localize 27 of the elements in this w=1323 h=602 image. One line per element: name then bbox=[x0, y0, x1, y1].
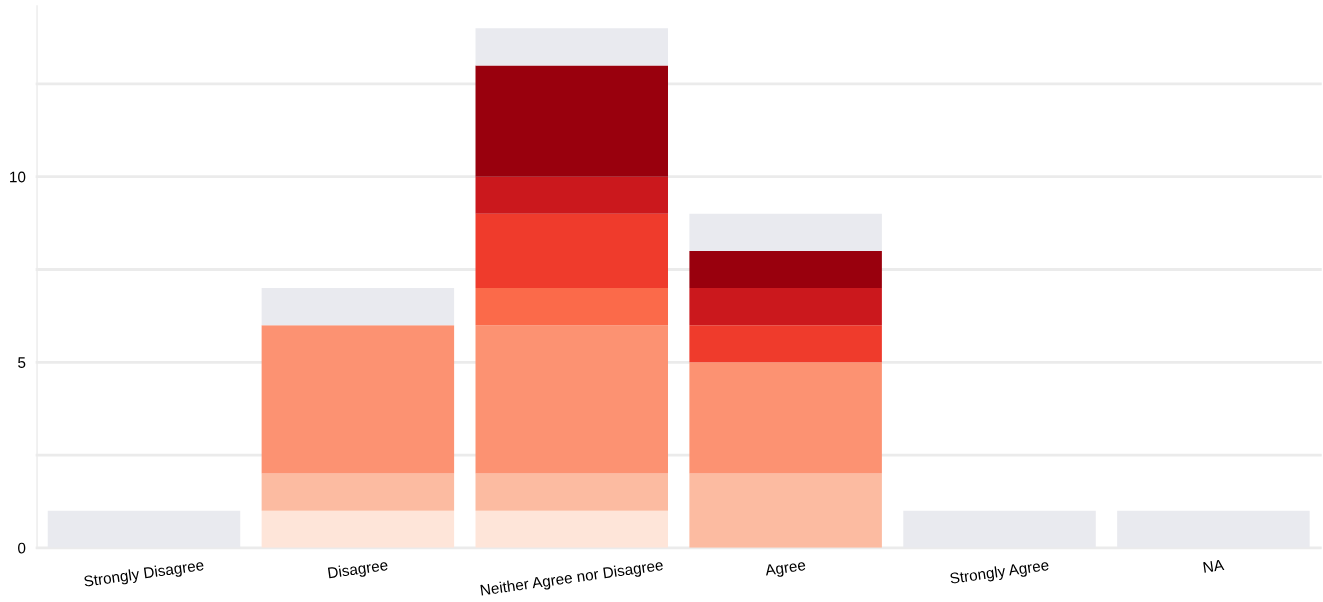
bar bbox=[689, 362, 882, 474]
bar bbox=[475, 28, 668, 66]
bar bbox=[475, 65, 668, 177]
x-tick-label: Strongly Agree bbox=[949, 559, 1050, 587]
bar bbox=[689, 288, 882, 326]
bar bbox=[689, 325, 882, 363]
y-tick-label: 0 bbox=[18, 542, 26, 554]
bar bbox=[261, 510, 455, 548]
bar bbox=[475, 325, 668, 474]
x-tick-label: NA bbox=[1203, 559, 1225, 573]
bar bbox=[689, 473, 882, 548]
x-tick-label: Agree bbox=[764, 559, 807, 579]
bar bbox=[689, 250, 882, 289]
bar bbox=[475, 510, 668, 548]
x-tick-label: Neither Agree nor Disagree bbox=[480, 559, 664, 599]
bar bbox=[689, 213, 882, 251]
y-tick-label: 5 bbox=[18, 357, 26, 368]
bar bbox=[261, 325, 455, 474]
x-tick-label: Disagree bbox=[327, 559, 389, 582]
bar bbox=[475, 213, 668, 289]
bar bbox=[475, 288, 668, 326]
y-tick-label: 10 bbox=[10, 171, 26, 183]
bar bbox=[475, 473, 668, 511]
x-tick-label: Strongly Disagree bbox=[83, 559, 205, 590]
bar bbox=[261, 473, 455, 511]
bar bbox=[475, 176, 668, 214]
bar bbox=[261, 288, 455, 326]
